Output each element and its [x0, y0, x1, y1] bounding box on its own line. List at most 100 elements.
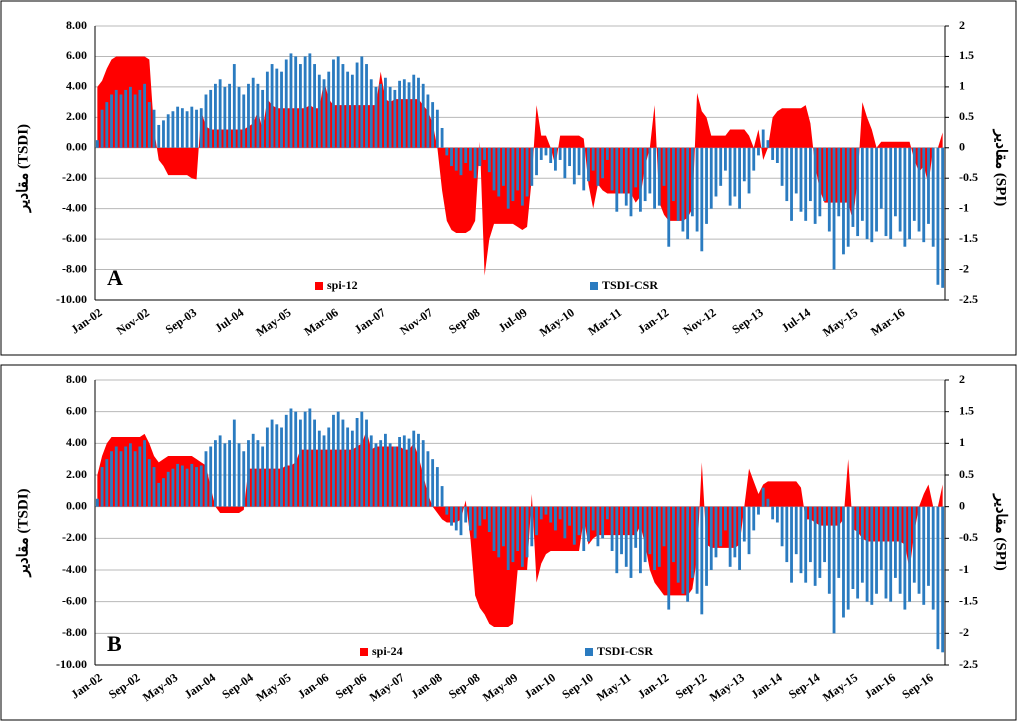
- bar: [185, 111, 189, 148]
- bar: [299, 419, 302, 507]
- y-tick-label: -8.00: [62, 625, 87, 639]
- bar: [473, 147, 477, 179]
- bar: [180, 108, 184, 148]
- bar: [313, 64, 316, 148]
- x-tick-label: Jan-07: [352, 305, 388, 336]
- bar: [232, 64, 236, 148]
- bar: [303, 56, 307, 148]
- bar: [388, 443, 392, 507]
- bar: [851, 506, 855, 589]
- bar: [332, 414, 335, 507]
- bar: [171, 468, 175, 507]
- bar: [771, 506, 775, 520]
- bar: [308, 408, 312, 507]
- bar: [393, 89, 397, 148]
- bar: [308, 53, 312, 148]
- y-tick-label: 8.00: [66, 372, 87, 386]
- bar: [610, 506, 614, 551]
- bar: [355, 418, 359, 507]
- bar: [350, 74, 354, 148]
- bar: [289, 53, 293, 148]
- bar: [690, 506, 694, 578]
- bar: [875, 506, 878, 594]
- bar: [152, 109, 156, 148]
- bar: [780, 506, 784, 547]
- bar: [350, 430, 354, 507]
- x-tick-label: Sep-04: [219, 670, 255, 701]
- bar: [700, 147, 704, 252]
- bar: [393, 446, 397, 507]
- bar: [143, 440, 146, 507]
- bar: [662, 147, 666, 186]
- bar: [469, 147, 472, 171]
- bar: [506, 147, 510, 209]
- bar: [100, 109, 104, 148]
- bar: [738, 506, 741, 570]
- bar: [190, 463, 194, 507]
- bar: [152, 467, 156, 507]
- bar: [270, 419, 274, 507]
- bar: [563, 147, 567, 179]
- x-tick-label: Sep-10: [559, 670, 595, 701]
- bar: [332, 59, 335, 148]
- bar: [676, 147, 680, 221]
- bar: [790, 147, 793, 221]
- bar: [421, 83, 425, 148]
- bar: [299, 64, 302, 148]
- bar: [114, 446, 118, 507]
- x-tick-label: Jan-10: [522, 670, 558, 701]
- bar: [133, 94, 137, 148]
- bar: [601, 147, 605, 179]
- bar: [530, 506, 534, 547]
- bar: [402, 79, 406, 148]
- bar: [129, 86, 132, 148]
- bar: [100, 467, 104, 507]
- bar: [379, 440, 383, 507]
- bar: [129, 443, 132, 507]
- y2-tick-label: -2: [959, 261, 969, 275]
- bar: [842, 506, 845, 618]
- bar: [775, 506, 779, 523]
- bar: [138, 89, 142, 148]
- bar: [374, 86, 378, 148]
- y-axis-title: مقادیر (TSDI): [15, 124, 31, 213]
- bar: [214, 440, 217, 507]
- bar: [511, 506, 515, 563]
- panel-frame: [0, 364, 1017, 721]
- bar: [757, 147, 760, 156]
- bar: [478, 147, 482, 167]
- bar: [247, 440, 250, 507]
- bar: [577, 147, 581, 176]
- bar: [384, 77, 387, 148]
- bar: [232, 419, 236, 507]
- bar: [879, 506, 883, 570]
- bar: [818, 147, 822, 217]
- bar: [851, 147, 855, 227]
- bar: [884, 147, 888, 237]
- bar: [766, 140, 770, 148]
- bar: [577, 506, 581, 536]
- bar: [794, 506, 798, 555]
- bar: [813, 147, 817, 224]
- bar: [809, 147, 812, 202]
- bar: [388, 86, 392, 148]
- bar: [426, 451, 430, 507]
- bar: [209, 89, 213, 148]
- bar: [785, 147, 789, 202]
- bar: [166, 471, 170, 507]
- bar: [539, 506, 543, 520]
- x-tick-label: Jan-12: [635, 670, 671, 701]
- bar: [572, 506, 576, 545]
- bar: [648, 506, 652, 555]
- legend-swatch: [585, 648, 593, 656]
- bar: [261, 446, 265, 507]
- bar: [407, 82, 411, 148]
- bar: [695, 506, 699, 594]
- bar: [870, 506, 874, 605]
- bar: [865, 506, 869, 602]
- bar: [341, 64, 345, 148]
- bar: [894, 147, 897, 217]
- bar: [714, 506, 718, 558]
- bar: [804, 506, 808, 583]
- bar: [520, 147, 524, 206]
